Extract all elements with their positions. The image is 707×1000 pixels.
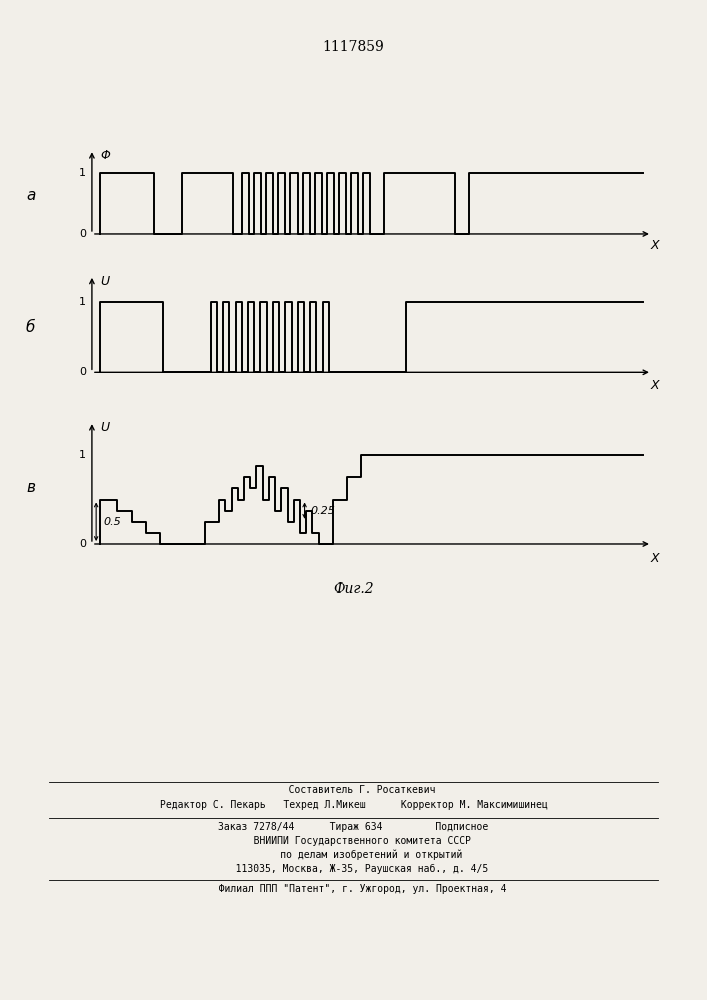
Text: 113035, Москва, Ж-35, Раушская наб., д. 4/5: 113035, Москва, Ж-35, Раушская наб., д. …: [218, 864, 489, 874]
Text: а: а: [26, 188, 35, 202]
Text: 0.5: 0.5: [103, 517, 121, 527]
Text: U: U: [100, 275, 110, 288]
Text: в: в: [26, 480, 35, 495]
Text: 1: 1: [79, 168, 86, 178]
Text: 1117859: 1117859: [322, 40, 385, 54]
Text: 0: 0: [79, 539, 86, 549]
Text: Заказ 7278/44      Тираж 634         Подписное: Заказ 7278/44 Тираж 634 Подписное: [218, 822, 489, 832]
Text: Составитель Г. Росаткевич: Составитель Г. Росаткевич: [271, 785, 436, 795]
Text: X: X: [650, 552, 659, 565]
Text: X: X: [650, 379, 659, 392]
Text: Филиал ППП "Патент", г. Ужгород, ул. Проектная, 4: Филиал ППП "Патент", г. Ужгород, ул. Про…: [201, 884, 506, 894]
Text: 0: 0: [79, 367, 86, 377]
Text: 1: 1: [79, 297, 86, 307]
Text: Фиг.2: Фиг.2: [333, 582, 374, 596]
Text: U: U: [100, 421, 110, 434]
Text: 0: 0: [79, 229, 86, 239]
Text: по делам изобретений и открытий: по делам изобретений и открытий: [245, 850, 462, 860]
Text: X: X: [650, 239, 659, 252]
Text: 0.25: 0.25: [310, 506, 335, 516]
Text: б: б: [26, 320, 35, 335]
Text: ВНИИПИ Государственного комитета СССР: ВНИИПИ Государственного комитета СССР: [236, 836, 471, 846]
Text: Φ: Φ: [100, 149, 110, 162]
Text: 1: 1: [79, 450, 86, 460]
Text: Редактор С. Пекарь   Техред Л.Микеш      Корректор М. Максимишинец: Редактор С. Пекарь Техред Л.Микеш Коррек…: [160, 800, 547, 810]
